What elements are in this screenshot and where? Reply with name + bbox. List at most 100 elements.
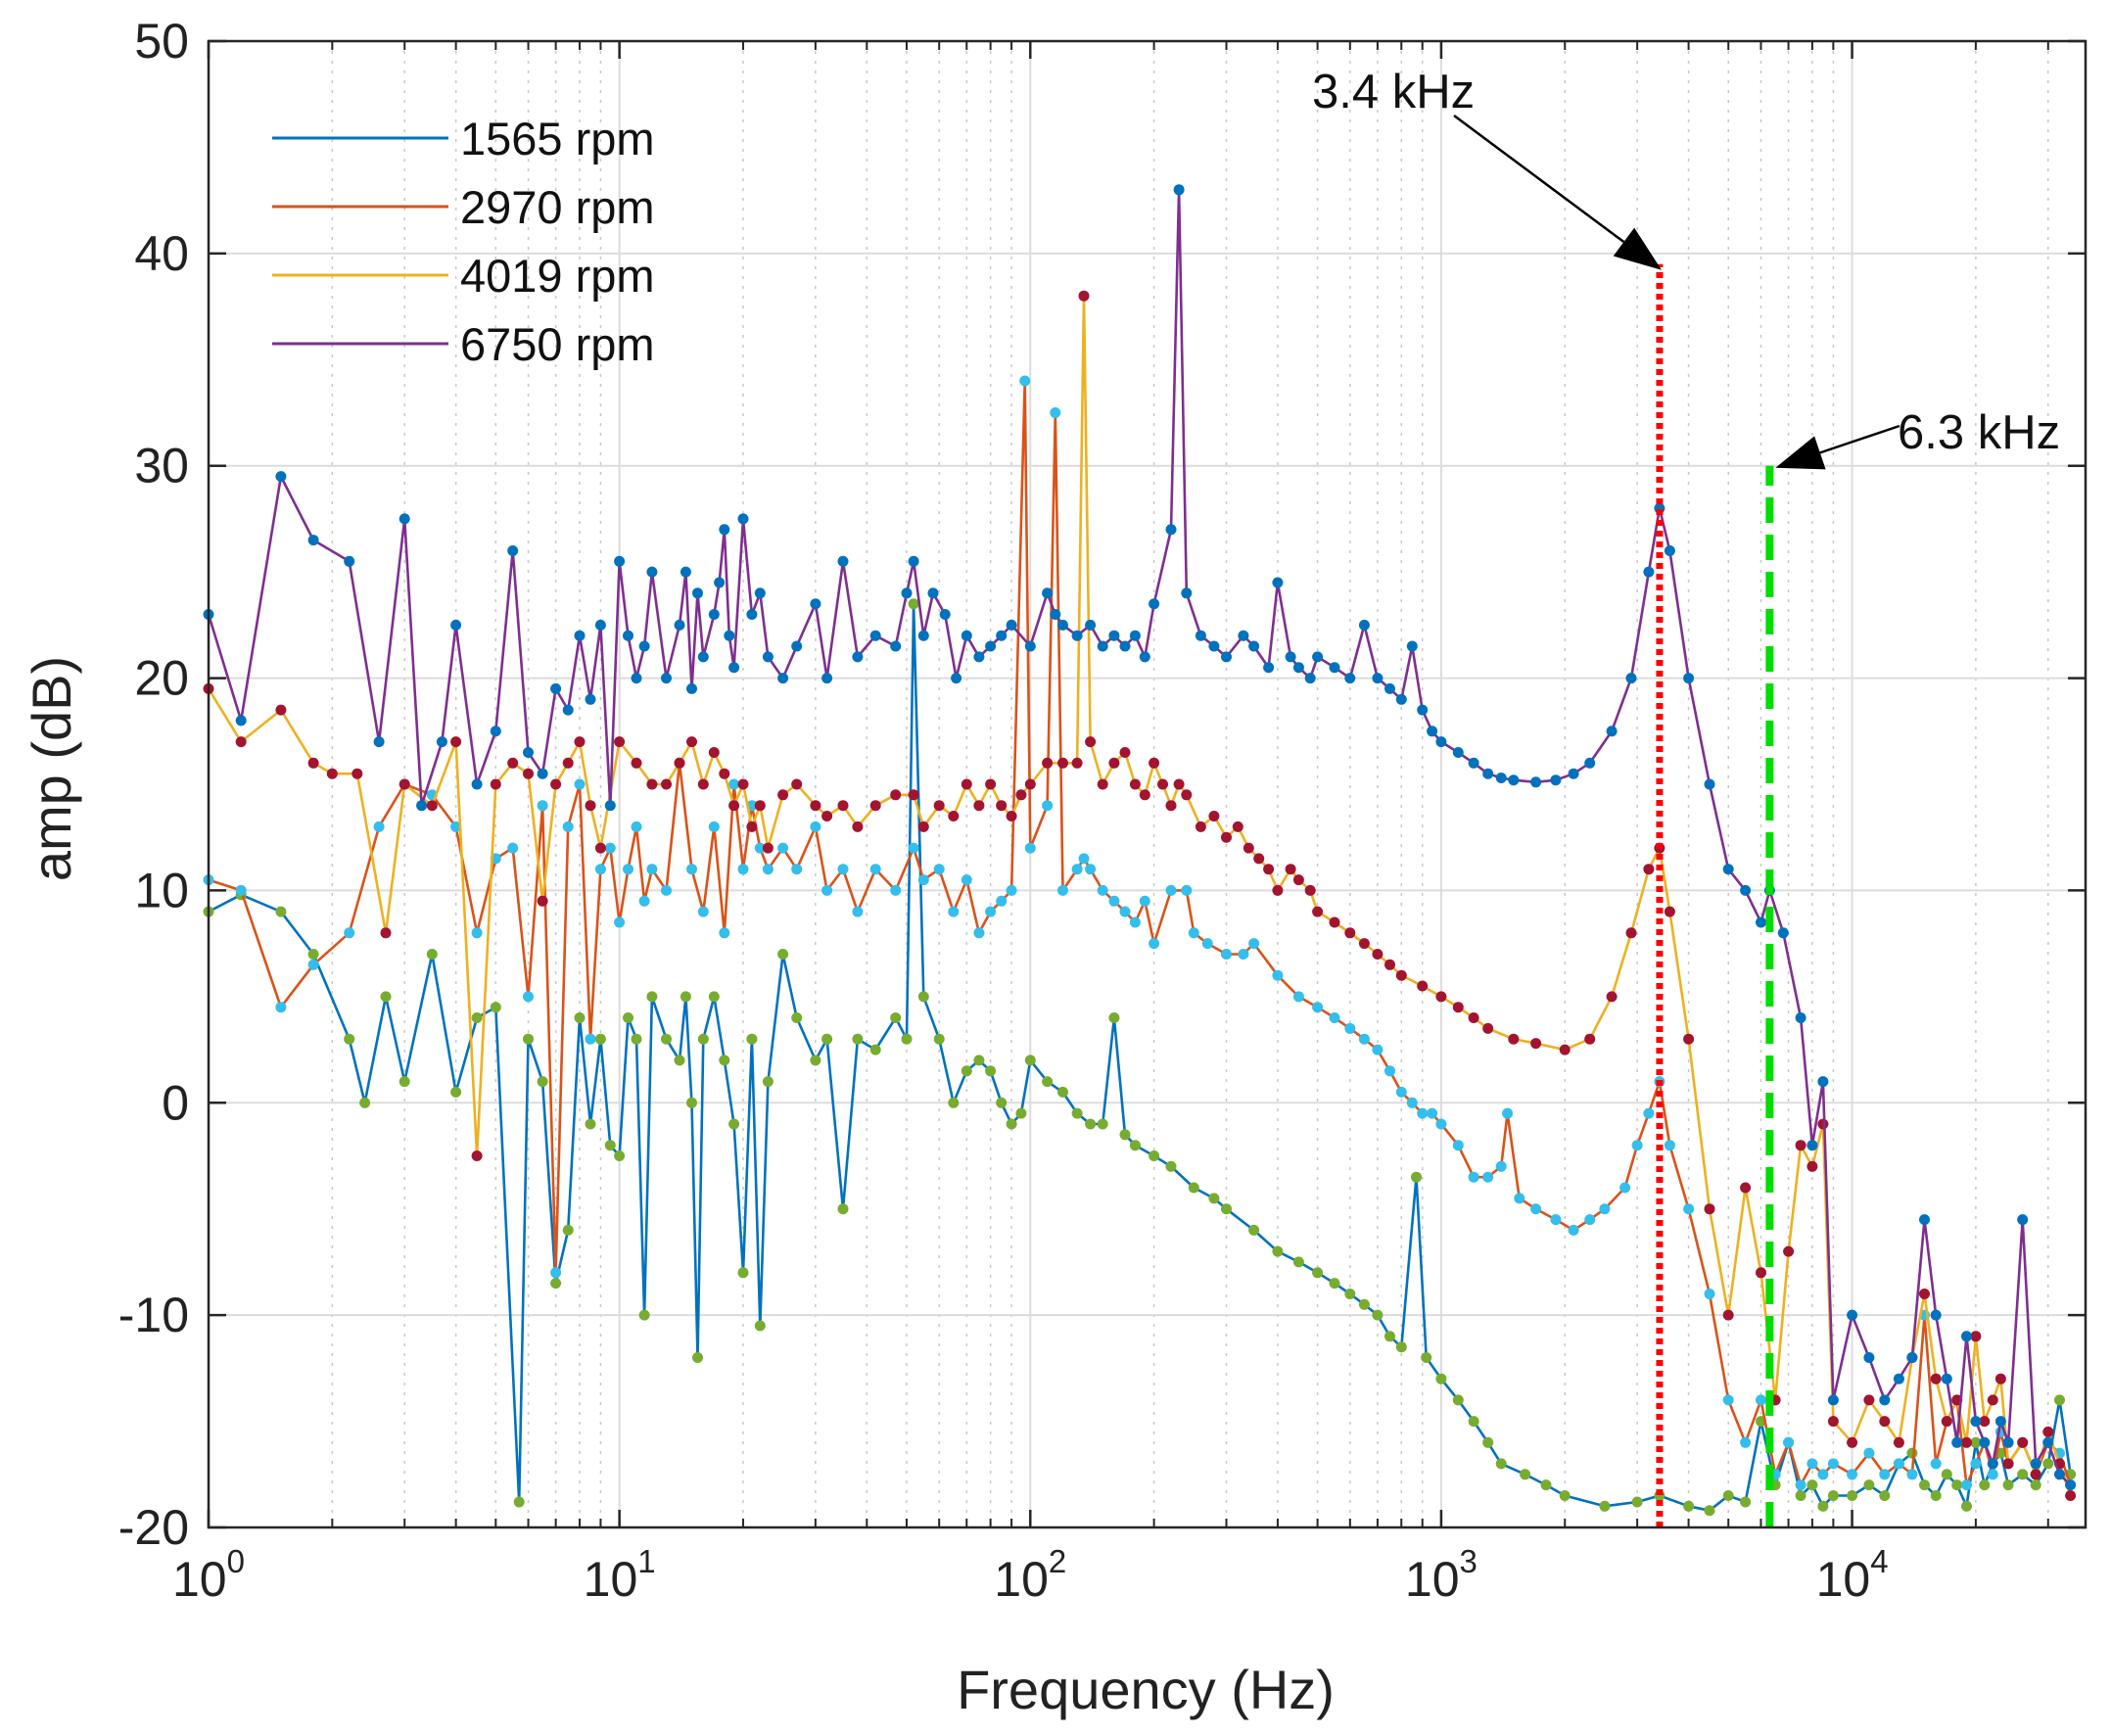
data-point [1119,640,1131,652]
data-point [869,1044,881,1056]
data-point [1139,895,1150,907]
data-point [1384,682,1395,694]
data-point [1704,1203,1715,1215]
data-point [1847,1490,1858,1501]
data-point [1406,1097,1418,1108]
data-point [574,736,586,748]
annotation-arrow [1775,424,1900,470]
data-point [638,895,650,907]
data-point [1827,1490,1839,1501]
data-point [1304,884,1316,896]
data-point [471,927,483,939]
data-point [1057,1086,1068,1098]
data-point [996,630,1008,641]
y-tick-label: -10 [118,1288,189,1342]
data-point [1057,757,1068,769]
data-point [852,821,864,832]
data-point [1427,1107,1438,1119]
data-point [550,778,562,790]
data-point [1221,831,1232,843]
data-point [1550,774,1562,786]
data-point [746,1033,758,1045]
data-point [1329,916,1340,928]
data-point [2030,1458,2041,1470]
data-point [2042,1436,2054,1448]
data-point [1384,1331,1395,1342]
data-point [890,640,902,652]
data-point [1149,938,1160,950]
data-point [1452,1394,1464,1406]
data-point [2054,1394,2065,1406]
data-point [1238,949,1249,960]
data-point [1452,1002,1464,1013]
data-point [661,673,672,684]
x-tick-label: 101 [584,1543,656,1607]
data-point [1508,774,1520,786]
legend-label: 1565 rpm [460,113,655,164]
data-point [1740,1436,1752,1448]
data-point [1568,1224,1579,1236]
data-point [1411,1171,1422,1183]
data-point [2042,1458,2054,1470]
legend-label: 6750 rpm [460,318,655,370]
data-point [2017,1469,2029,1480]
data-point [1994,1416,2006,1428]
annotations: 3.4 kHz 6.3 kHz [1312,66,2060,470]
data-point [436,736,447,748]
data-point [1970,1436,1982,1448]
data-point [1292,874,1304,886]
data-point [791,778,803,790]
data-point [1863,1352,1875,1363]
data-point [869,630,881,641]
data-point [1452,1140,1464,1151]
data-point [692,587,703,599]
data-point [1157,778,1168,790]
data-point [1559,1490,1571,1501]
data-point [1085,1118,1097,1130]
data-point [1221,651,1232,663]
data-point [686,864,697,875]
data-point [1071,864,1083,875]
data-point [933,1033,945,1045]
data-point [1272,577,1284,588]
data-point [1435,1118,1447,1130]
data-point [1050,407,1061,418]
data-point [674,1055,685,1066]
data-point [1263,864,1275,875]
data-point [1919,1289,1930,1299]
data-point [1285,864,1296,875]
data-point [1817,1500,1829,1512]
data-point [614,916,626,928]
y-tick-label: 40 [134,226,189,281]
data-point [235,715,247,727]
data-point [1344,1289,1356,1299]
data-point [1827,1394,1839,1406]
data-point [1817,1076,1829,1088]
data-point [574,1012,586,1023]
data-point [1042,587,1054,599]
data-point [985,778,997,790]
data-point [1024,842,1036,854]
data-point [1722,864,1734,875]
data-point [1312,1002,1324,1013]
tick-labels: 100 101 102 103 104 -20 -10 0 10 20 30 40 50 [118,14,1889,1607]
legend-item: 2970 rpm [272,181,655,233]
data-point [1961,1479,1972,1491]
data-point [973,927,985,939]
data-point [1683,673,1695,684]
data-point [697,651,709,663]
data-point [594,842,606,854]
data-point [507,757,519,769]
data-point [1599,1500,1611,1512]
data-point [948,811,960,821]
data-point [762,842,774,854]
data-point [1435,1373,1447,1384]
data-point [399,513,410,525]
data-point [1263,662,1275,674]
data-point [1619,1182,1631,1194]
data-point [614,555,626,567]
data-point [1795,1490,1806,1501]
data-point [1643,566,1655,578]
data-point [762,864,774,875]
data-point [1312,906,1324,917]
